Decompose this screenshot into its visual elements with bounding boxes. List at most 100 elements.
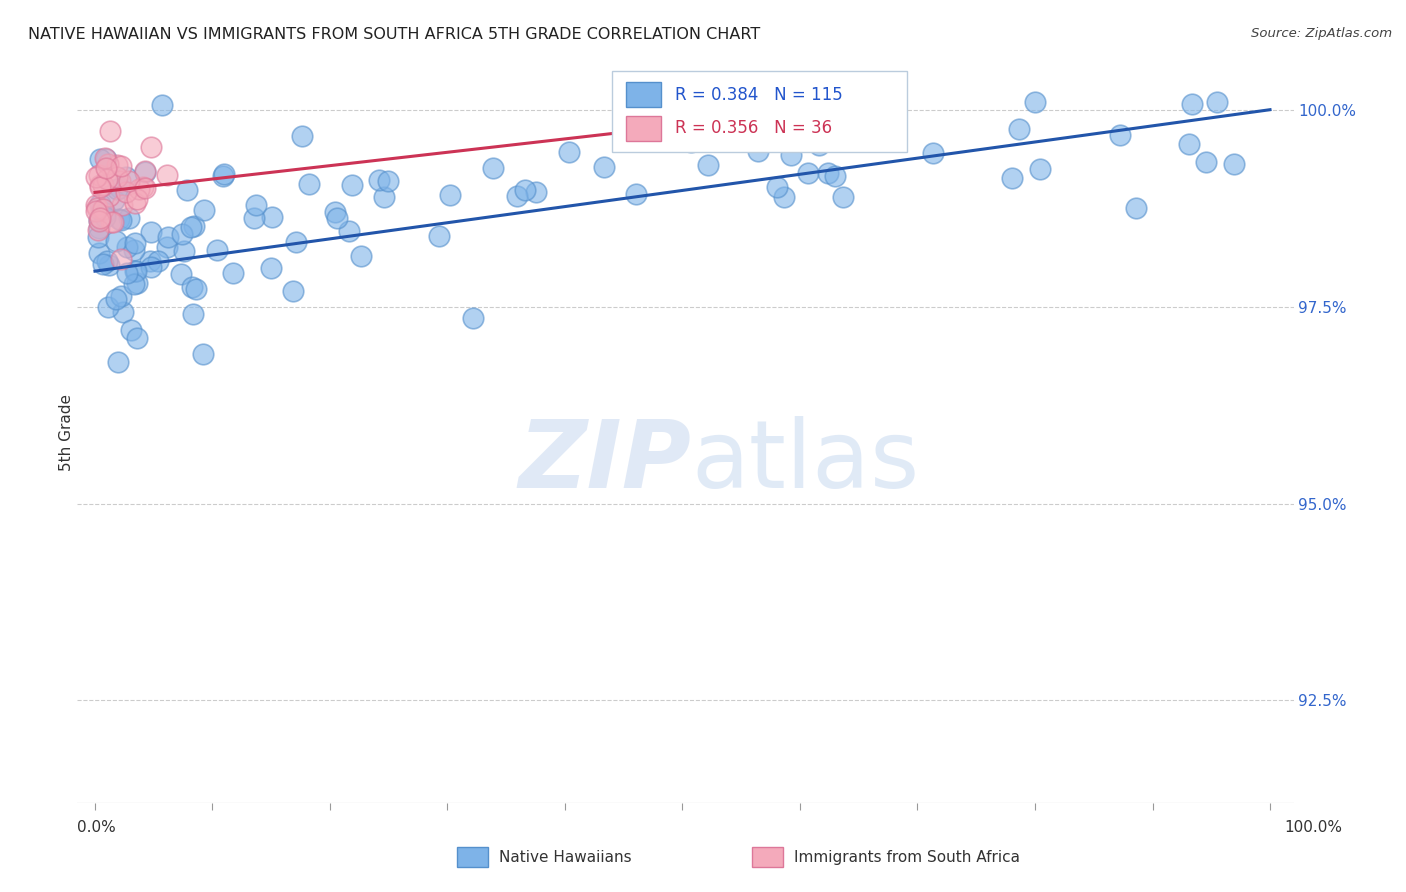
Point (181, 308, 204, 322)
Point (855, 95, 877, 109)
Point (110, 212, 132, 227)
Point (747, 144, 769, 158)
Point (506, 188, 529, 202)
Point (91, 202, 114, 216)
Point (115, 240, 138, 254)
Point (124, 196, 146, 211)
Point (111, 198, 134, 212)
Point (368, 173, 391, 187)
Point (176, 183, 198, 197)
Point (107, 182, 129, 196)
Point (285, 235, 308, 249)
Point (124, 236, 146, 251)
Point (84, 203, 107, 218)
Point (765, 180, 787, 194)
Point (697, 158, 720, 172)
Point (94, 152, 117, 166)
Point (624, 186, 647, 201)
Point (259, 261, 281, 276)
Point (1178, 136, 1201, 151)
Point (108, 212, 131, 227)
Point (97, 300, 120, 314)
Point (1109, 128, 1132, 142)
Point (184, 281, 207, 295)
Point (1008, 121, 1031, 136)
Point (558, 145, 581, 160)
Point (427, 228, 450, 243)
Text: NATIVE HAWAIIAN VS IMMIGRANTS FROM SOUTH AFRICA 5TH GRADE CORRELATION CHART: NATIVE HAWAIIAN VS IMMIGRANTS FROM SOUTH… (28, 27, 761, 42)
Point (110, 159, 132, 173)
Point (87, 214, 110, 228)
Point (91, 257, 114, 271)
Point (337, 224, 360, 238)
Point (593, 160, 616, 174)
Point (780, 147, 803, 161)
Point (124, 264, 146, 278)
Point (84, 169, 107, 184)
Point (482, 161, 505, 175)
Point (94, 210, 117, 224)
Point (807, 137, 830, 152)
Point (127, 193, 149, 207)
Point (772, 190, 794, 204)
Point (120, 323, 142, 337)
Point (340, 178, 363, 193)
Point (173, 244, 195, 259)
Point (463, 311, 485, 326)
Point (193, 203, 215, 218)
Point (105, 234, 128, 248)
Point (156, 229, 179, 244)
Point (326, 211, 349, 225)
Point (1195, 155, 1218, 169)
Point (108, 180, 131, 194)
Point (118, 211, 141, 225)
Point (754, 131, 776, 145)
Point (1125, 201, 1147, 215)
Point (1029, 161, 1052, 176)
Point (84, 198, 107, 212)
Point (89, 178, 111, 193)
Point (191, 347, 214, 361)
Text: R = 0.356   N = 36: R = 0.356 N = 36 (675, 120, 832, 137)
Point (373, 190, 395, 204)
Point (281, 284, 304, 298)
Point (127, 276, 149, 290)
Point (846, 95, 869, 109)
Point (180, 280, 202, 294)
Point (679, 136, 702, 150)
Point (87, 168, 110, 182)
Point (524, 186, 547, 200)
Point (118, 174, 141, 188)
Point (150, 98, 173, 112)
Point (841, 129, 863, 144)
Point (377, 174, 399, 188)
Point (89, 153, 111, 167)
Point (96, 161, 118, 176)
Point (111, 305, 134, 319)
Point (718, 101, 741, 115)
Point (115, 185, 138, 199)
Point (797, 166, 820, 180)
Point (1024, 95, 1046, 109)
Text: 100.0%: 100.0% (1285, 821, 1343, 835)
Point (134, 181, 156, 195)
Point (100, 215, 122, 229)
Text: atlas: atlas (692, 417, 920, 508)
Point (205, 243, 228, 257)
Point (97, 258, 120, 272)
Point (325, 205, 347, 219)
Point (724, 134, 747, 148)
Point (134, 165, 156, 179)
Point (86, 229, 108, 244)
Point (87, 221, 110, 235)
Point (1223, 157, 1246, 171)
Point (103, 214, 125, 228)
Text: Source: ZipAtlas.com: Source: ZipAtlas.com (1251, 27, 1392, 40)
Point (110, 288, 132, 302)
Point (146, 253, 169, 268)
Point (98, 189, 121, 203)
Text: Native Hawaiians: Native Hawaiians (499, 850, 631, 864)
Point (110, 252, 132, 267)
Point (172, 227, 194, 242)
Point (811, 130, 834, 145)
